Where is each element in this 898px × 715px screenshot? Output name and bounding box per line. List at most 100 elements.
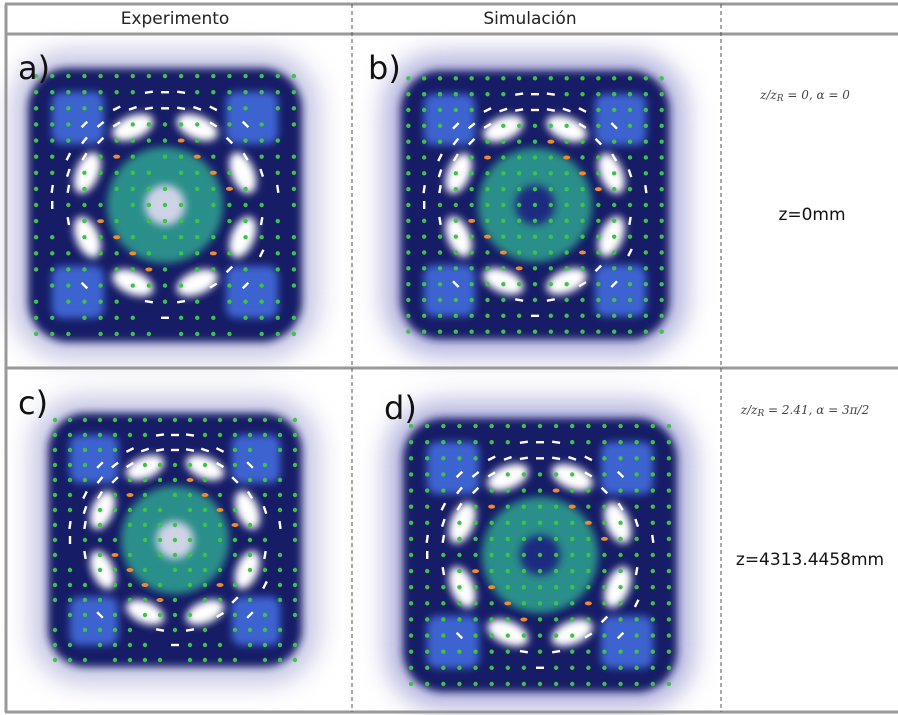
polarization-ellipse	[472, 569, 479, 573]
polarization-dot	[158, 508, 162, 512]
polarization-dot	[618, 585, 622, 589]
polarization-dot	[612, 203, 616, 207]
polarization-dot	[454, 250, 458, 254]
polarization-dot	[259, 235, 263, 239]
polarization-dot	[659, 187, 663, 191]
polarization-dot	[173, 598, 177, 602]
polarization-dot	[425, 682, 429, 686]
polarization-dot	[259, 138, 263, 142]
formula-part: = 0, α = 0	[784, 88, 851, 102]
polarization-dot	[114, 171, 118, 175]
polarization-dot	[131, 316, 135, 320]
polarization-dot	[602, 424, 606, 428]
polarization-ellipse	[178, 139, 185, 143]
polarization-dot	[278, 433, 282, 437]
polarization-dot	[454, 76, 458, 80]
polarization-dot	[83, 628, 87, 632]
polarization-dot	[50, 171, 54, 175]
polarization-dot	[131, 283, 135, 287]
polarization-dot	[441, 633, 445, 637]
polarization-dot	[628, 155, 632, 159]
beam-lobe	[232, 597, 281, 646]
formula-part: = 2.41, α = 3π/2	[764, 403, 869, 417]
polarization-dot	[554, 472, 558, 476]
polarization-dot	[628, 92, 632, 96]
polarization-dot	[203, 418, 207, 422]
polarization-dot	[66, 138, 70, 142]
polarization-dot	[506, 633, 510, 637]
polarization-ellipse	[520, 617, 527, 621]
polarization-dot	[667, 649, 671, 653]
polarization-dot	[580, 329, 584, 333]
polarization-dot	[564, 266, 568, 270]
polarization-dot	[586, 682, 590, 686]
polarization-dot	[580, 76, 584, 80]
polarization-dot	[211, 187, 215, 191]
polarization-dot	[233, 418, 237, 422]
polarization-dot	[211, 316, 215, 320]
polarization-dot	[628, 266, 632, 270]
polarization-dot	[113, 628, 117, 632]
polarization-dot	[147, 332, 151, 336]
polarization-dot	[570, 424, 574, 428]
polarization-dot	[659, 314, 663, 318]
polarization-dot	[143, 658, 147, 662]
polarization-dot	[406, 108, 410, 112]
polarization-dot	[628, 124, 632, 128]
polarization-dot	[34, 251, 38, 255]
polarization-dot	[602, 601, 606, 605]
polarization-dot	[422, 250, 426, 254]
polarization-dot	[292, 74, 296, 78]
polarization-dot	[501, 155, 505, 159]
polarization-dot	[533, 329, 537, 333]
polarization-dot	[409, 440, 413, 444]
polarization-dot	[473, 617, 477, 621]
polarization-dot	[602, 633, 606, 637]
polarization-dot	[667, 472, 671, 476]
polarization-dot	[195, 187, 199, 191]
polarization-ellipse	[500, 251, 507, 255]
polarization-dot	[485, 266, 489, 270]
polarization-dot	[506, 424, 510, 428]
beam-lobe	[424, 94, 475, 145]
polarization-dot	[233, 463, 237, 467]
polarization-dot	[554, 569, 558, 573]
polarization-dot	[143, 568, 147, 572]
polarization-dot	[278, 628, 282, 632]
polarization-dot	[98, 538, 102, 542]
polarization-dot	[82, 106, 86, 110]
polarization-dot	[195, 235, 199, 239]
polarization-ellipse	[127, 493, 134, 497]
polarization-dot	[634, 472, 638, 476]
polarization-dot	[83, 478, 87, 482]
polarization-dot	[489, 488, 493, 492]
polarization-dot	[83, 598, 87, 602]
polarization-dot	[53, 493, 57, 497]
polarization-dot	[628, 139, 632, 143]
polarization-dot	[634, 682, 638, 686]
polarization-dot	[441, 649, 445, 653]
polarization-dot	[218, 538, 222, 542]
polarization-dot	[114, 267, 118, 271]
polarization-dot	[53, 508, 57, 512]
polarization-dot	[293, 523, 297, 527]
polarization-dot	[533, 139, 537, 143]
polarization-dot	[618, 617, 622, 621]
polarization-dot	[276, 154, 280, 158]
polarization-dot	[188, 613, 192, 617]
polarization-dot	[549, 314, 553, 318]
polarization-dot	[195, 90, 199, 94]
polarization-dot	[596, 92, 600, 96]
polarization-dot	[227, 219, 231, 223]
polarization-dot	[634, 488, 638, 492]
polarization-dot	[113, 583, 117, 587]
polarization-dot	[50, 138, 54, 142]
polarization-dot	[441, 424, 445, 428]
polarization-dot	[98, 299, 102, 303]
polarization-dot	[659, 219, 663, 223]
polarization-dot	[469, 171, 473, 175]
polarization-dot	[195, 219, 199, 223]
polarization-dot	[173, 493, 177, 497]
polarization-dot	[263, 433, 267, 437]
polarization-dot	[143, 508, 147, 512]
